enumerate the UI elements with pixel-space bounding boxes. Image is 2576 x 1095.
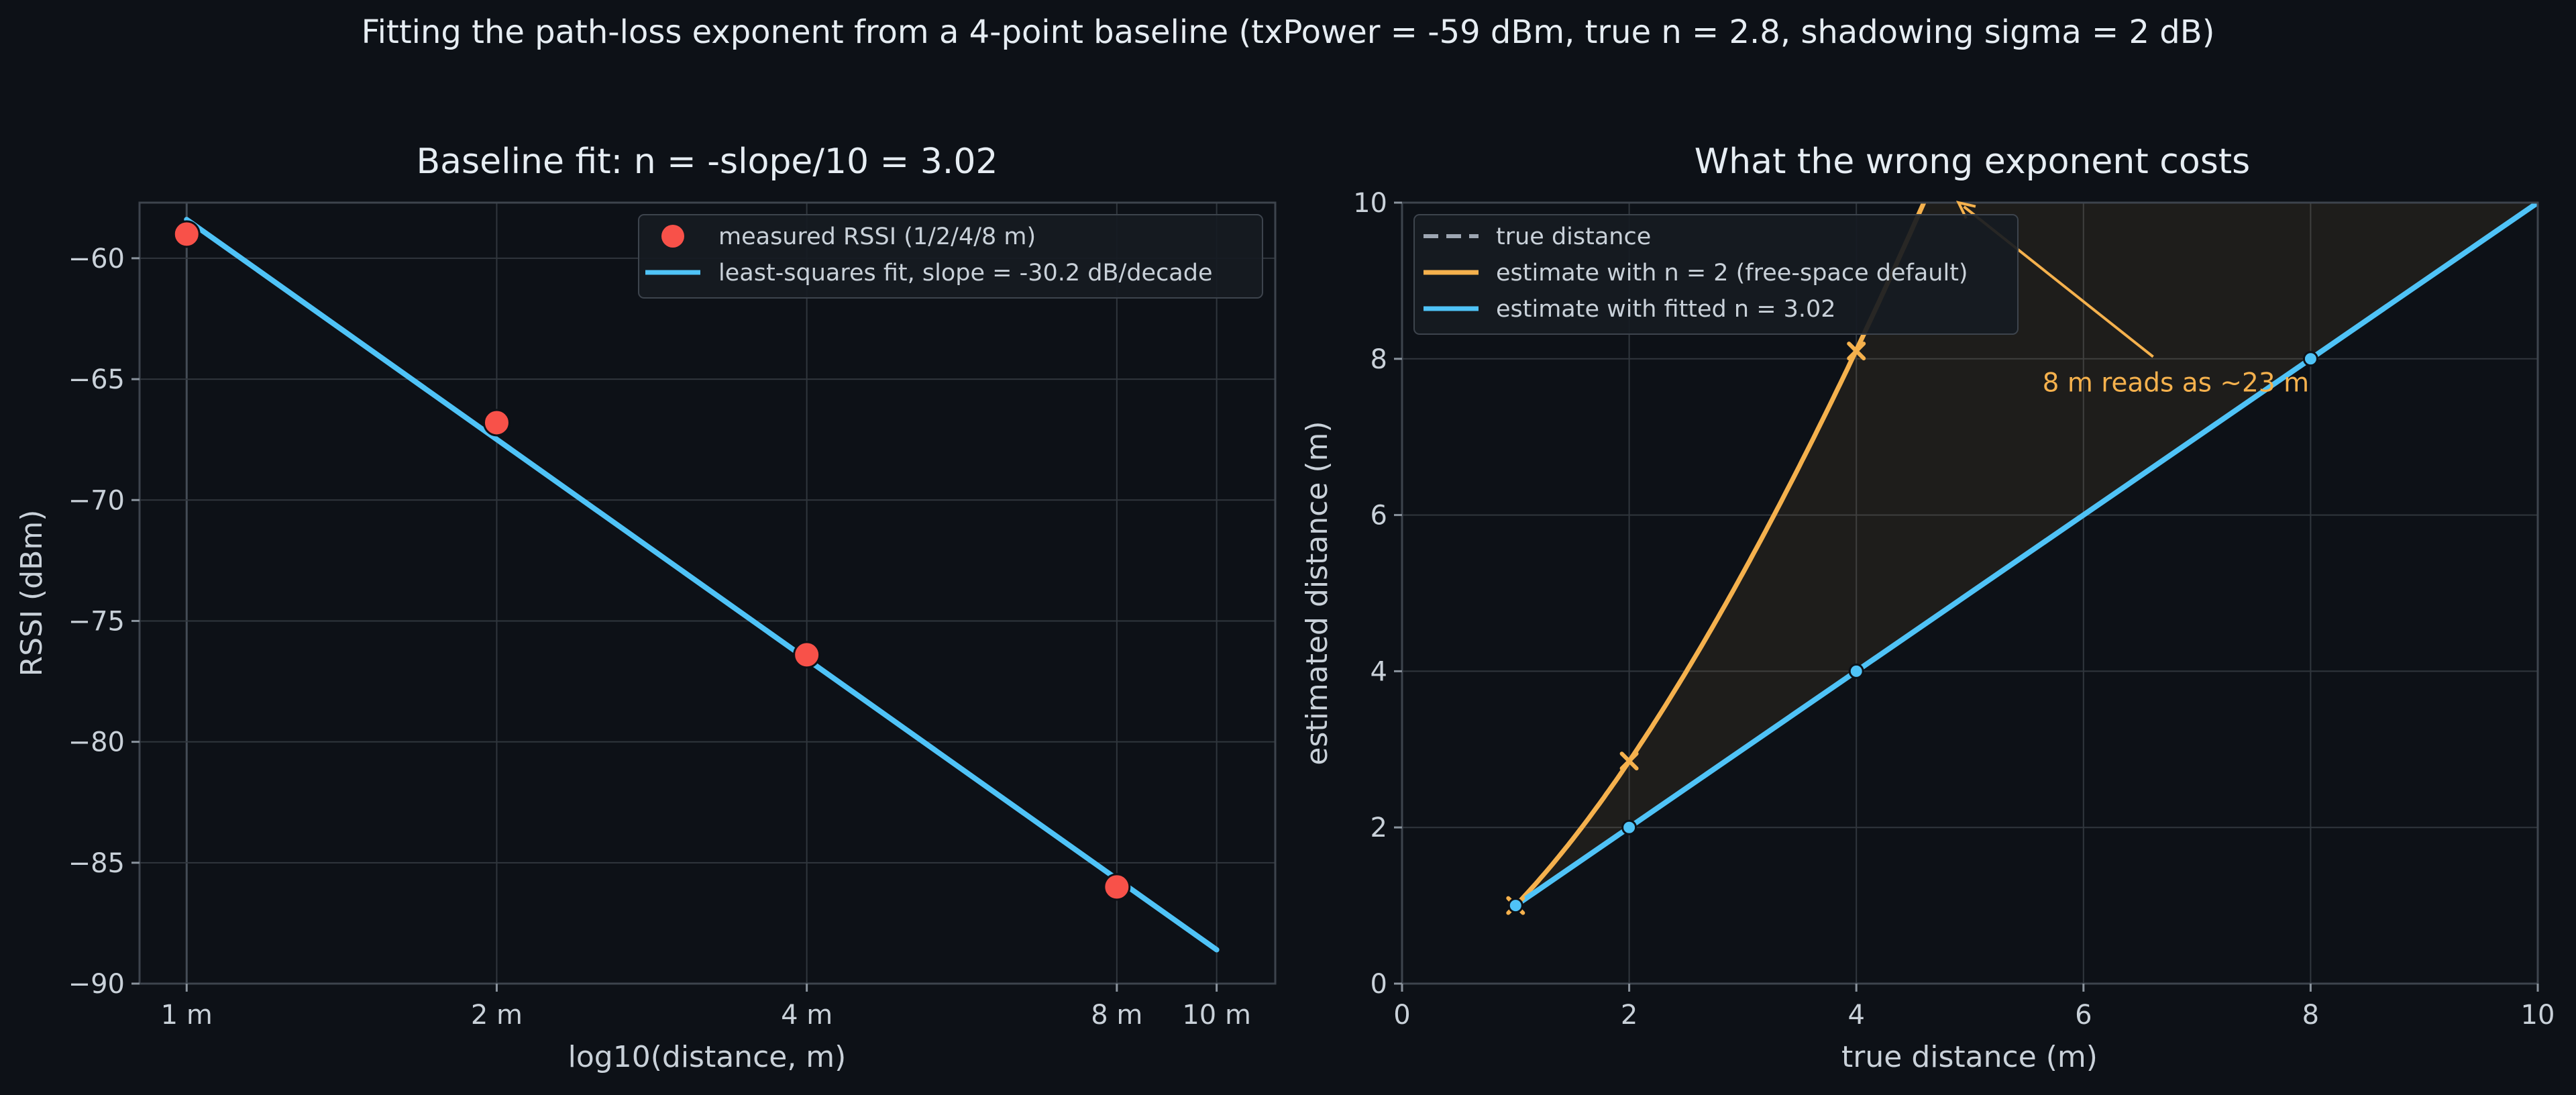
estimate-n2-marker [1847, 342, 1866, 361]
legend-fit-label: least-squares fit, slope = -30.2 dB/deca… [718, 260, 1213, 286]
left-y-axis-label: RSSI (dBm) [15, 510, 49, 677]
left-y-tick-label: −80 [68, 727, 125, 758]
left-y-tick-label: −90 [68, 969, 125, 1000]
right-chart-panel: What the wrong exponent costs 0 2 4 6 8 10 0 2 4… [1300, 142, 2555, 1074]
left-x-axis-label: log10(distance, m) [568, 1040, 847, 1074]
left-axis-ticks: 1 m 2 m 4 m 8 m 10 m −60 −65 −70 −75 −80 −85 −90 [68, 244, 1251, 1031]
left-x-tick-label: 8 m [1091, 1000, 1142, 1031]
estimate-fitted-marker [1621, 819, 1638, 835]
left-fit-line [184, 217, 1220, 953]
annotation-arrowhead [1955, 201, 1976, 219]
left-y-tick-label: −75 [68, 606, 125, 637]
right-axes-frame [1401, 201, 2539, 985]
right-x-tick-label: 2 [1621, 1000, 1638, 1031]
left-x-tick-label: 2 m [471, 1000, 523, 1031]
estimate-fitted-marker [1507, 898, 1523, 914]
right-x-tick-label: 10 [2521, 1000, 2555, 1031]
left-x-tick-label: 10 m [1182, 1000, 1251, 1031]
right-x-axis-label: true distance (m) [1841, 1040, 2098, 1074]
measured-rssi-point [482, 409, 511, 437]
left-data-marks [172, 217, 1220, 953]
right-y-tick-label: 8 [1371, 344, 1387, 375]
left-y-tick-label: −70 [68, 485, 125, 516]
right-y-tick-label: 4 [1371, 656, 1387, 687]
left-axes-frame [138, 201, 1277, 985]
right-y-axis-label: estimated distance (m) [1300, 421, 1334, 765]
left-legend-box [638, 214, 1263, 299]
annotation-label: 8 m reads as ~23 m [2043, 368, 2309, 399]
right-x-tick-label: 0 [1393, 1000, 1410, 1031]
measured-rssi-point [793, 641, 821, 669]
right-y-tick-label: 0 [1371, 969, 1387, 1000]
left-legend: measured RSSI (1/2/4/8 m) least-squares … [638, 214, 1263, 299]
right-y-tick-label: 6 [1371, 501, 1387, 531]
right-x-tick-label: 6 [2075, 1000, 2092, 1031]
left-y-tick-label: −85 [68, 848, 125, 879]
legend-fitted-label: estimate with fitted n = 3.02 [1496, 296, 1836, 323]
left-y-tick-label: −65 [68, 364, 125, 395]
legend-n2-label: estimate with n = 2 (free-space default) [1496, 260, 1968, 286]
right-chart-title: What the wrong exponent costs [1695, 142, 2251, 182]
left-chart-panel: Baseline fit: n = -slope/10 = 3.02 1 m 2 … [15, 142, 1277, 1074]
legend-measured-marker [661, 225, 684, 248]
right-legend-box [1413, 214, 2019, 335]
right-axis-ticks: 0 2 4 6 8 10 0 2 4 6 8 10 [1353, 188, 2555, 1031]
measured-rssi-point [1103, 873, 1131, 901]
right-x-tick-label: 4 [1847, 1000, 1864, 1031]
right-y-tick-label: 2 [1371, 813, 1387, 843]
estimate-fitted-line [1514, 203, 2538, 908]
figure-suptitle: Fitting the path-loss exponent from a 4-… [362, 13, 2215, 51]
estimate-n2-marker [1619, 751, 1639, 771]
estimate-fitted-marker [1848, 663, 1864, 679]
right-legend: true distance estimate with n = 2 (free-… [1413, 214, 2019, 335]
right-y-tick-label: 10 [1353, 188, 1387, 219]
left-x-tick-label: 4 m [781, 1000, 833, 1031]
left-chart-title: Baseline fit: n = -slope/10 = 3.02 [417, 142, 998, 182]
measured-rssi-point [172, 220, 201, 248]
estimate-fitted-marker [2302, 351, 2318, 367]
left-x-tick-label: 1 m [161, 1000, 213, 1031]
legend-true-distance-label: true distance [1496, 223, 1651, 250]
left-y-tick-label: −60 [68, 244, 125, 274]
right-x-tick-label: 8 [2302, 1000, 2319, 1031]
legend-measured-label: measured RSSI (1/2/4/8 m) [718, 223, 1036, 250]
